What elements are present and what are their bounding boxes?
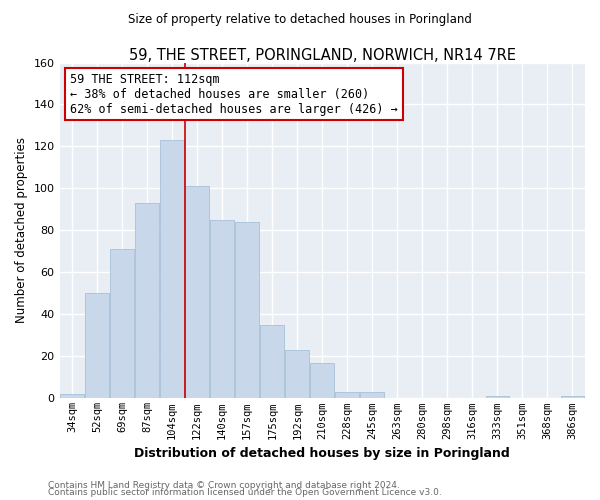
Bar xyxy=(485,396,509,398)
Title: 59, THE STREET, PORINGLAND, NORWICH, NR14 7RE: 59, THE STREET, PORINGLAND, NORWICH, NR1… xyxy=(129,48,516,62)
Bar xyxy=(286,350,309,399)
Bar xyxy=(185,186,209,398)
X-axis label: Distribution of detached houses by size in Poringland: Distribution of detached houses by size … xyxy=(134,447,510,460)
Text: Contains public sector information licensed under the Open Government Licence v3: Contains public sector information licen… xyxy=(48,488,442,497)
Bar xyxy=(260,325,284,398)
Bar xyxy=(60,394,84,398)
Bar xyxy=(85,294,109,399)
Text: Contains HM Land Registry data © Crown copyright and database right 2024.: Contains HM Land Registry data © Crown c… xyxy=(48,480,400,490)
Bar xyxy=(160,140,184,398)
Bar xyxy=(560,396,584,398)
Bar xyxy=(310,362,334,398)
Bar xyxy=(361,392,384,398)
Bar xyxy=(110,250,134,398)
Bar xyxy=(210,220,234,398)
Text: Size of property relative to detached houses in Poringland: Size of property relative to detached ho… xyxy=(128,12,472,26)
Bar xyxy=(235,222,259,398)
Bar xyxy=(135,203,159,398)
Bar xyxy=(335,392,359,398)
Text: 59 THE STREET: 112sqm
← 38% of detached houses are smaller (260)
62% of semi-det: 59 THE STREET: 112sqm ← 38% of detached … xyxy=(70,72,398,116)
Y-axis label: Number of detached properties: Number of detached properties xyxy=(15,138,28,324)
